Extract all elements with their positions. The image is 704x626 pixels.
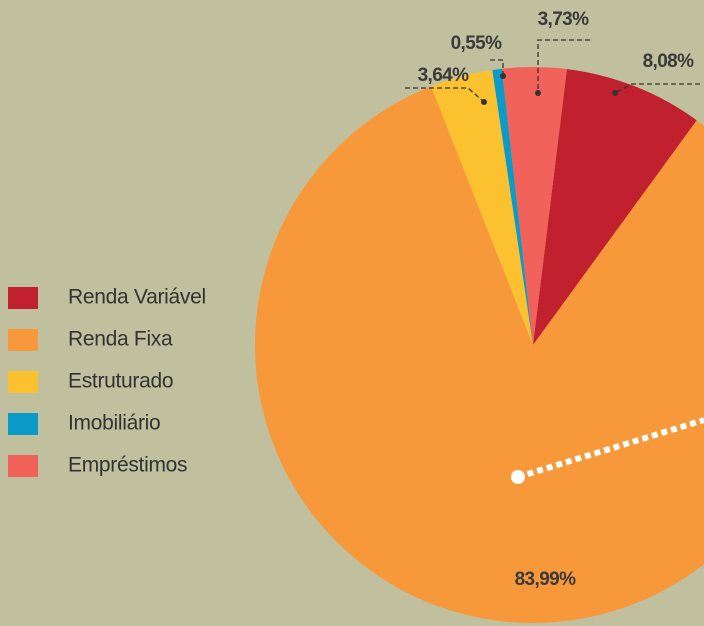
- value-labels: 8,08% 83,99% 3,64% 0,55% 3,73%: [418, 9, 695, 590]
- leader-dot: [535, 90, 541, 96]
- legend-label: Estruturado: [68, 370, 173, 393]
- leader-dot: [481, 99, 487, 105]
- leader-dot: [612, 90, 618, 96]
- legend-swatch: [8, 413, 38, 435]
- legend-label: Imobiliário: [68, 412, 160, 435]
- leader-dot: [511, 470, 525, 484]
- legend-label: Renda Variável: [68, 286, 206, 309]
- legend-swatch: [8, 329, 38, 351]
- leader-dot: [500, 73, 506, 79]
- leader-line: [405, 87, 485, 103]
- value-label: 3,64%: [418, 65, 470, 86]
- pie-slice: [533, 69, 697, 345]
- legend-swatch: [8, 455, 38, 477]
- legend: Renda Variável Renda Fixa Estruturado Imobi…: [8, 286, 206, 477]
- pie: [254, 67, 704, 623]
- legend-swatch: [8, 287, 38, 309]
- pie-slice: [431, 69, 533, 345]
- pie-slice: [492, 68, 533, 346]
- value-label: 83,99%: [515, 569, 577, 590]
- leader-line: [537, 39, 590, 93]
- leader-line: [490, 59, 504, 76]
- legend-swatch: [8, 371, 38, 393]
- leader-lines: [405, 39, 704, 484]
- value-label: 3,73%: [538, 9, 590, 30]
- value-label: 0,55%: [451, 33, 503, 54]
- pie-slice: [254, 86, 704, 623]
- pie-slice: [501, 67, 567, 345]
- leader-line: [517, 417, 704, 480]
- legend-label: Renda Fixa: [68, 328, 173, 351]
- value-label: 8,08%: [643, 51, 695, 72]
- leader-line: [614, 83, 700, 94]
- legend-label: Empréstimos: [68, 454, 187, 477]
